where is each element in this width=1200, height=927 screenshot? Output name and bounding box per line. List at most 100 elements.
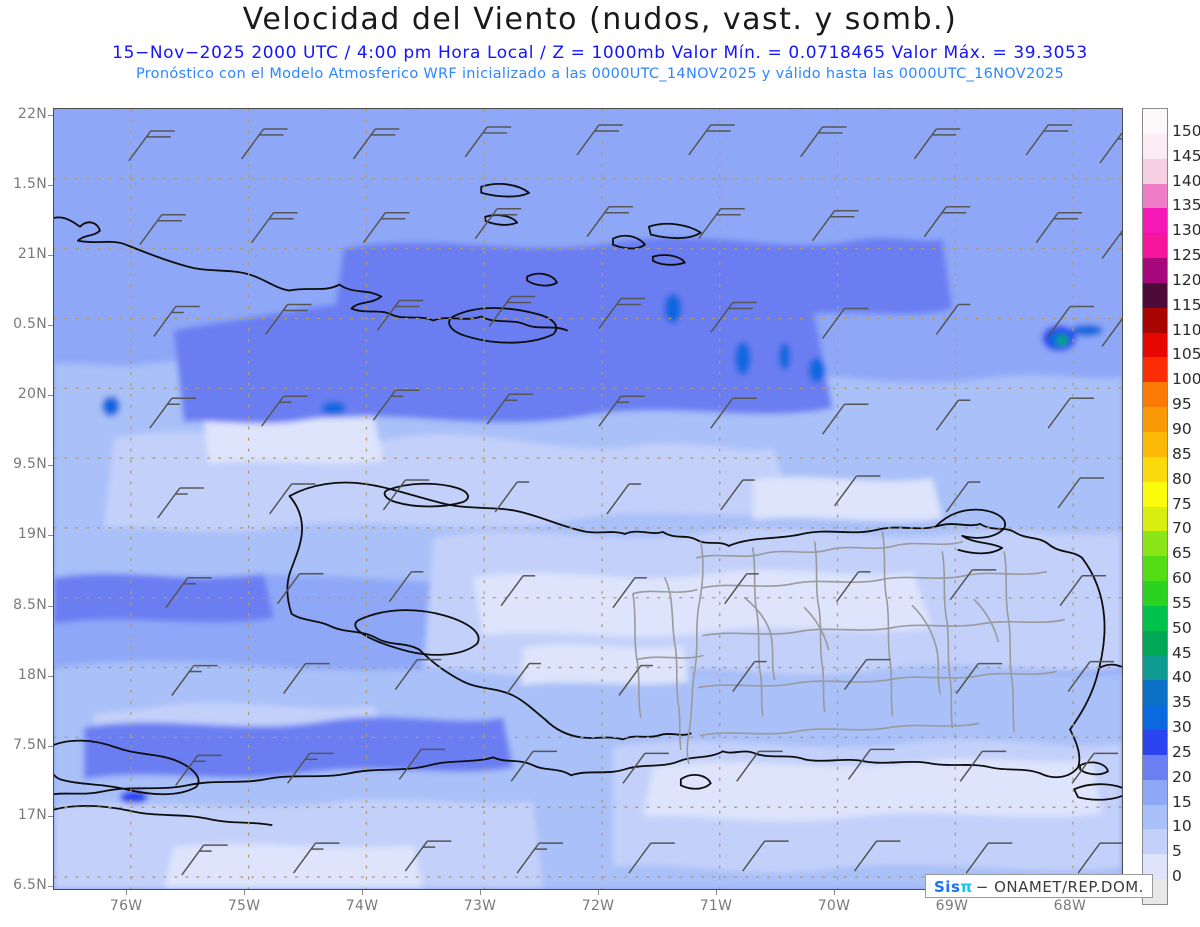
y-axis-tick-mark <box>48 745 53 747</box>
logo-sis-text: Sis <box>934 877 961 896</box>
colorbar-tick-label: 115 <box>1172 295 1200 314</box>
colorbar-tick-label: 45 <box>1172 643 1192 662</box>
y-axis-tick-mark <box>48 325 53 327</box>
colorbar-tick-label: 15 <box>1172 792 1192 811</box>
colorbar-tick-label: 105 <box>1172 345 1200 364</box>
colorbar-segment <box>1143 680 1167 706</box>
x-axis-tick-label: 75W <box>227 898 261 914</box>
colorbar-tick-label: 90 <box>1172 419 1192 438</box>
x-axis-tick-mark <box>126 890 128 895</box>
x-axis-tick-mark <box>715 890 717 895</box>
colorbar-tick-label: 80 <box>1172 469 1192 488</box>
colorbar-segment <box>1143 357 1167 383</box>
colorbar-segment <box>1143 133 1167 159</box>
colorbar-segment <box>1143 730 1167 755</box>
colorbar-tick-label: 50 <box>1172 618 1192 637</box>
x-axis-tick-label: 76W <box>109 898 143 914</box>
colorbar-segment <box>1143 456 1167 482</box>
colorbar-segment <box>1143 506 1167 532</box>
colorbar-segment <box>1143 605 1167 631</box>
colorbar-segment <box>1143 208 1167 234</box>
x-axis-tick-label: 70W <box>817 898 851 914</box>
colorbar-tick-label: 10 <box>1172 817 1192 836</box>
x-axis-tick-mark <box>833 890 835 895</box>
colorbar-tick-label: 40 <box>1172 668 1192 687</box>
colorbar-tick-label: 120 <box>1172 270 1200 289</box>
colorbar-segment <box>1143 481 1167 507</box>
colorbar-labels: 150 145 140 135 130 125 120 115 110 105 100 95 90 85 8… <box>1172 108 1200 905</box>
colorbar-tick-label: 110 <box>1172 320 1200 339</box>
colorbar-tick-label: 20 <box>1172 767 1192 786</box>
colorbar-tick-label: 0 <box>1172 867 1182 886</box>
x-axis-tick-label: 72W <box>581 898 615 914</box>
model-info-line: Pronóstico con el Modelo Atmosferico WRF… <box>135 66 1065 82</box>
colorbar-segment <box>1143 307 1167 333</box>
coastlines-and-borders <box>54 183 1122 827</box>
colorbar-segment <box>1143 804 1167 830</box>
colorbar-tick-label: 65 <box>1172 544 1192 563</box>
colorbar-segment <box>1143 581 1167 606</box>
colorbar-segment <box>1143 556 1167 582</box>
colorbar-segment <box>1143 655 1167 681</box>
y-axis-tick-mark <box>48 885 53 887</box>
y-axis-tick-label: 21N <box>17 246 47 263</box>
y-axis-tick-mark <box>48 675 53 677</box>
colorbar-tick-label: 125 <box>1172 246 1200 265</box>
x-axis-tick-label: 71W <box>699 898 733 914</box>
y-axis-tick-label: 1.5N <box>13 176 47 193</box>
colorbar-segment <box>1143 183 1167 209</box>
colorbar-segment <box>1143 233 1167 259</box>
y-axis-tick-mark <box>48 465 53 467</box>
colorbar-tick-label: 150 <box>1172 121 1200 140</box>
colorbar-segment <box>1143 382 1167 408</box>
y-axis-tick-mark <box>48 185 53 187</box>
colorbar-segment <box>1143 829 1167 855</box>
colorbar-tick-label: 100 <box>1172 370 1200 389</box>
x-axis-tick-mark <box>362 890 364 895</box>
colorbar-tick-label: 30 <box>1172 718 1192 737</box>
y-axis-tick-mark <box>48 535 53 537</box>
y-axis-tick-mark <box>48 115 53 116</box>
x-axis-tick-label: 68W <box>1053 898 1087 914</box>
colorbar-tick-label: 25 <box>1172 742 1192 761</box>
colorbar-segment <box>1143 754 1167 780</box>
wind-barbs <box>128 124 1122 876</box>
colorbar-tick-label: 70 <box>1172 519 1192 538</box>
y-axis-tick-mark <box>48 395 53 397</box>
y-axis-tick-label: 7.5N <box>13 736 47 753</box>
wind-speed-shading <box>54 109 1122 889</box>
colorbar-tick-label: 35 <box>1172 693 1192 712</box>
x-axis-tick-label: 69W <box>935 898 969 914</box>
colorbar-segment <box>1143 158 1167 184</box>
y-axis-tick-mark <box>48 605 53 607</box>
colorbar-segment <box>1143 431 1167 457</box>
y-axis-tick-label: 6.5N <box>13 876 47 893</box>
sispi-onamet-logo: Sis π − ONAMET/REP.DOM. <box>925 874 1153 898</box>
y-axis-tick-label: 19N <box>17 526 47 543</box>
colorbar-segment <box>1143 332 1167 358</box>
colorbar-tick-label: 140 <box>1172 171 1200 190</box>
colorbar-tick-label: 55 <box>1172 593 1192 612</box>
colorbar-tick-label: 85 <box>1172 444 1192 463</box>
y-axis-tick-label: 20N <box>17 386 47 403</box>
y-axis-tick-label: 22N <box>17 106 47 122</box>
y-axis-tick-mark <box>48 255 53 257</box>
x-axis-tick-label: 74W <box>345 898 379 914</box>
x-axis-tick-label: 73W <box>463 898 497 914</box>
x-axis-tick-mark <box>480 890 482 895</box>
colorbar[interactable] <box>1142 108 1168 905</box>
colorbar-tick-label: 135 <box>1172 196 1200 215</box>
colorbar-tick-label: 95 <box>1172 395 1192 414</box>
colorbar-segment <box>1143 407 1167 432</box>
wind-speed-map[interactable] <box>53 108 1123 890</box>
colorbar-tick-label: 145 <box>1172 146 1200 165</box>
colorbar-segment <box>1143 258 1167 283</box>
y-axis-tick-label: 18N <box>17 666 47 683</box>
lat-lon-grid <box>54 109 1122 889</box>
colorbar-tick-label: 130 <box>1172 221 1200 240</box>
y-axis-tick-label: 8.5N <box>13 596 47 613</box>
colorbar-segment <box>1143 630 1167 656</box>
page-title: Velocidad del Viento (nudos, vast. y som… <box>242 2 958 37</box>
forecast-time-line: 15−Nov−2025 2000 UTC / 4:00 pm Hora Loca… <box>112 43 1088 63</box>
colorbar-segment <box>1143 705 1167 731</box>
